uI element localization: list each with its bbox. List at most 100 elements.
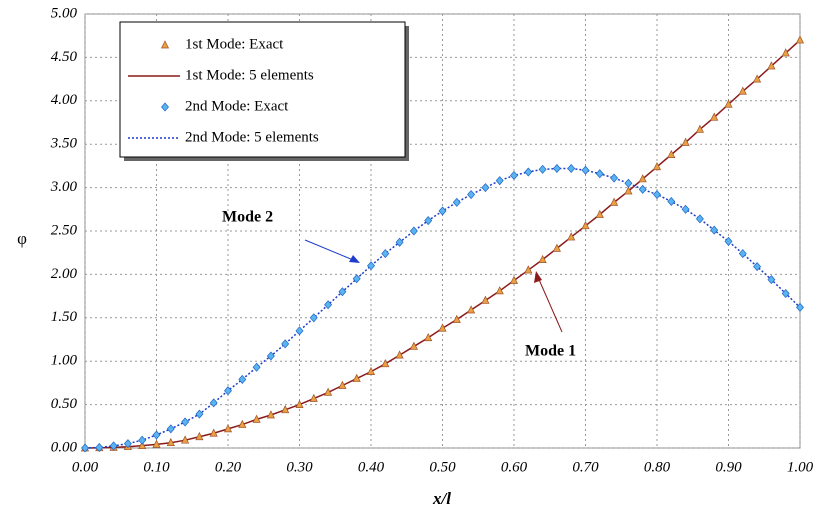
marker — [610, 197, 619, 206]
marker — [452, 314, 461, 323]
legend-box — [119, 21, 406, 158]
y-tick-label: 1.50 — [51, 309, 78, 325]
marker — [681, 137, 690, 146]
marker — [581, 221, 590, 230]
marker — [652, 161, 662, 171]
y-tick-label: 1.00 — [51, 353, 78, 369]
marker — [324, 300, 333, 310]
marker — [695, 124, 704, 133]
mode1-arrow — [536, 274, 563, 333]
marker — [481, 295, 490, 304]
marker — [781, 48, 790, 57]
marker — [438, 323, 447, 332]
marker — [638, 174, 647, 183]
marker — [738, 86, 747, 95]
marker — [524, 167, 533, 177]
marker — [724, 99, 733, 108]
marker — [538, 254, 547, 263]
marker — [338, 380, 347, 389]
marker — [409, 341, 418, 350]
marker — [495, 176, 504, 186]
y-tick-label: 4.00 — [51, 92, 78, 108]
marker — [781, 288, 790, 299]
x-tick-label: 0.20 — [215, 459, 242, 475]
marker — [681, 204, 690, 214]
marker — [309, 313, 318, 323]
marker — [610, 173, 619, 183]
marker — [209, 398, 218, 408]
marker — [710, 225, 719, 235]
mode2-arrow — [304, 239, 359, 263]
marker — [160, 40, 170, 49]
marker — [624, 186, 633, 195]
annotation: Mode 2 — [222, 209, 273, 226]
marker — [81, 443, 89, 453]
marker — [152, 430, 161, 440]
marker — [181, 435, 190, 444]
mode2-arrowhead — [349, 255, 360, 263]
marker — [624, 178, 633, 188]
x-tick-label: 0.70 — [572, 459, 599, 475]
marker — [710, 112, 719, 121]
marker — [324, 387, 333, 396]
marker — [161, 102, 169, 112]
x-tick-label: 0.50 — [429, 459, 456, 475]
x-tick-label: 0.90 — [715, 459, 742, 475]
marker — [252, 362, 261, 372]
y-tick-label: 3.50 — [50, 136, 78, 152]
legend-label: 2nd Mode: 5 elements — [185, 129, 319, 145]
marker — [266, 410, 275, 419]
marker — [95, 442, 104, 453]
marker — [123, 439, 132, 449]
x-tick-label: 0.10 — [143, 459, 170, 475]
y-tick-label: 2.00 — [51, 266, 78, 282]
x-tick-label: 0.30 — [286, 459, 313, 475]
marker — [567, 232, 576, 241]
legend-label: 1st Mode: Exact — [185, 36, 284, 52]
marker — [595, 169, 604, 179]
marker — [753, 74, 762, 83]
marker — [795, 35, 805, 44]
marker — [238, 419, 247, 428]
marker — [409, 226, 418, 236]
marker — [481, 183, 490, 193]
marker — [166, 424, 175, 434]
marker — [667, 196, 676, 207]
marker — [352, 274, 361, 284]
marker — [638, 184, 647, 194]
marker — [581, 165, 590, 175]
marker — [510, 170, 518, 180]
marker — [438, 206, 447, 216]
marker — [381, 359, 390, 368]
marker — [552, 243, 561, 252]
y-tick-label: 4.50 — [51, 49, 78, 65]
marker — [509, 275, 519, 284]
marker — [395, 237, 404, 247]
marker — [138, 435, 147, 445]
marker — [238, 374, 247, 384]
marker — [138, 440, 147, 450]
marker — [352, 373, 361, 382]
marker — [452, 197, 461, 207]
x-tick-label: 0.40 — [358, 459, 385, 475]
marker — [552, 163, 561, 174]
marker — [181, 417, 190, 427]
marker — [309, 393, 318, 402]
marker — [495, 286, 504, 295]
y-tick-label: 2.50 — [51, 222, 78, 238]
series — [80, 35, 805, 453]
marker — [195, 409, 204, 419]
y-axis-label: φ — [17, 229, 27, 248]
y-tick-label: 0.00 — [51, 439, 78, 455]
marker — [281, 339, 290, 349]
marker — [724, 236, 733, 246]
marker — [224, 386, 232, 396]
x-axis-label: x/l — [432, 489, 451, 508]
marker — [338, 287, 347, 297]
marker — [467, 305, 476, 314]
marker — [252, 414, 261, 423]
marker — [738, 249, 747, 259]
marker — [695, 214, 704, 224]
legend-label: 1st Mode: 5 elements — [185, 67, 314, 83]
marker — [209, 428, 218, 437]
